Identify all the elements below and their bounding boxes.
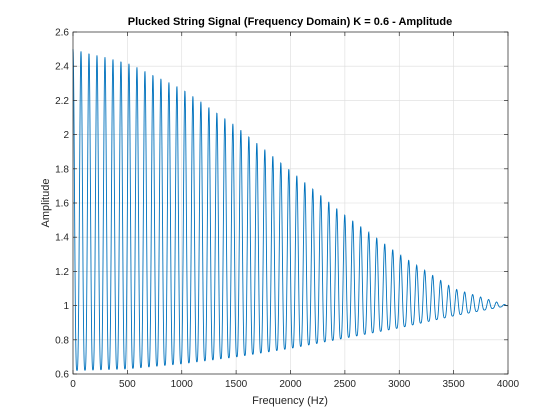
y-tick-label: 2.6 (55, 28, 69, 39)
x-axis-label: Frequency (Hz) (252, 395, 328, 407)
amplitude-series-line (72, 49, 509, 371)
x-tick-label: 0 (70, 379, 76, 390)
y-tick-label: 1.8 (55, 164, 69, 175)
y-tick-label: 2.2 (55, 96, 69, 107)
y-tick-label: 1.4 (55, 233, 69, 244)
y-tick-label: 1 (63, 301, 69, 312)
y-axis-label: Amplitude (40, 179, 52, 228)
y-tick-label: 2 (63, 130, 69, 141)
grid (72, 31, 509, 375)
y-tick-label: 2.4 (55, 62, 69, 73)
x-tick-label: 2000 (279, 379, 302, 390)
x-tick-label: 1500 (225, 379, 248, 390)
x-tick-label: 3500 (443, 379, 466, 390)
x-tick-label: 3000 (388, 379, 411, 390)
x-tick-label: 500 (119, 379, 136, 390)
y-tick-label: 1.2 (55, 267, 69, 278)
x-tick-label: 2500 (334, 379, 357, 390)
x-tick-label: 4000 (497, 379, 520, 390)
y-tick-label: 0.6 (55, 370, 69, 381)
y-tick-label: 1.6 (55, 199, 69, 210)
y-tick-label: 0.8 (55, 335, 69, 346)
ticks: 0 500 1000 1500 2000 2500 3000 3500 4000 0.6 0.8 1 1… (55, 28, 519, 391)
chart-title: Plucked String Signal (Frequency Domain)… (128, 16, 452, 28)
series-layer (72, 49, 509, 371)
x-tick-label: 1000 (171, 379, 194, 390)
